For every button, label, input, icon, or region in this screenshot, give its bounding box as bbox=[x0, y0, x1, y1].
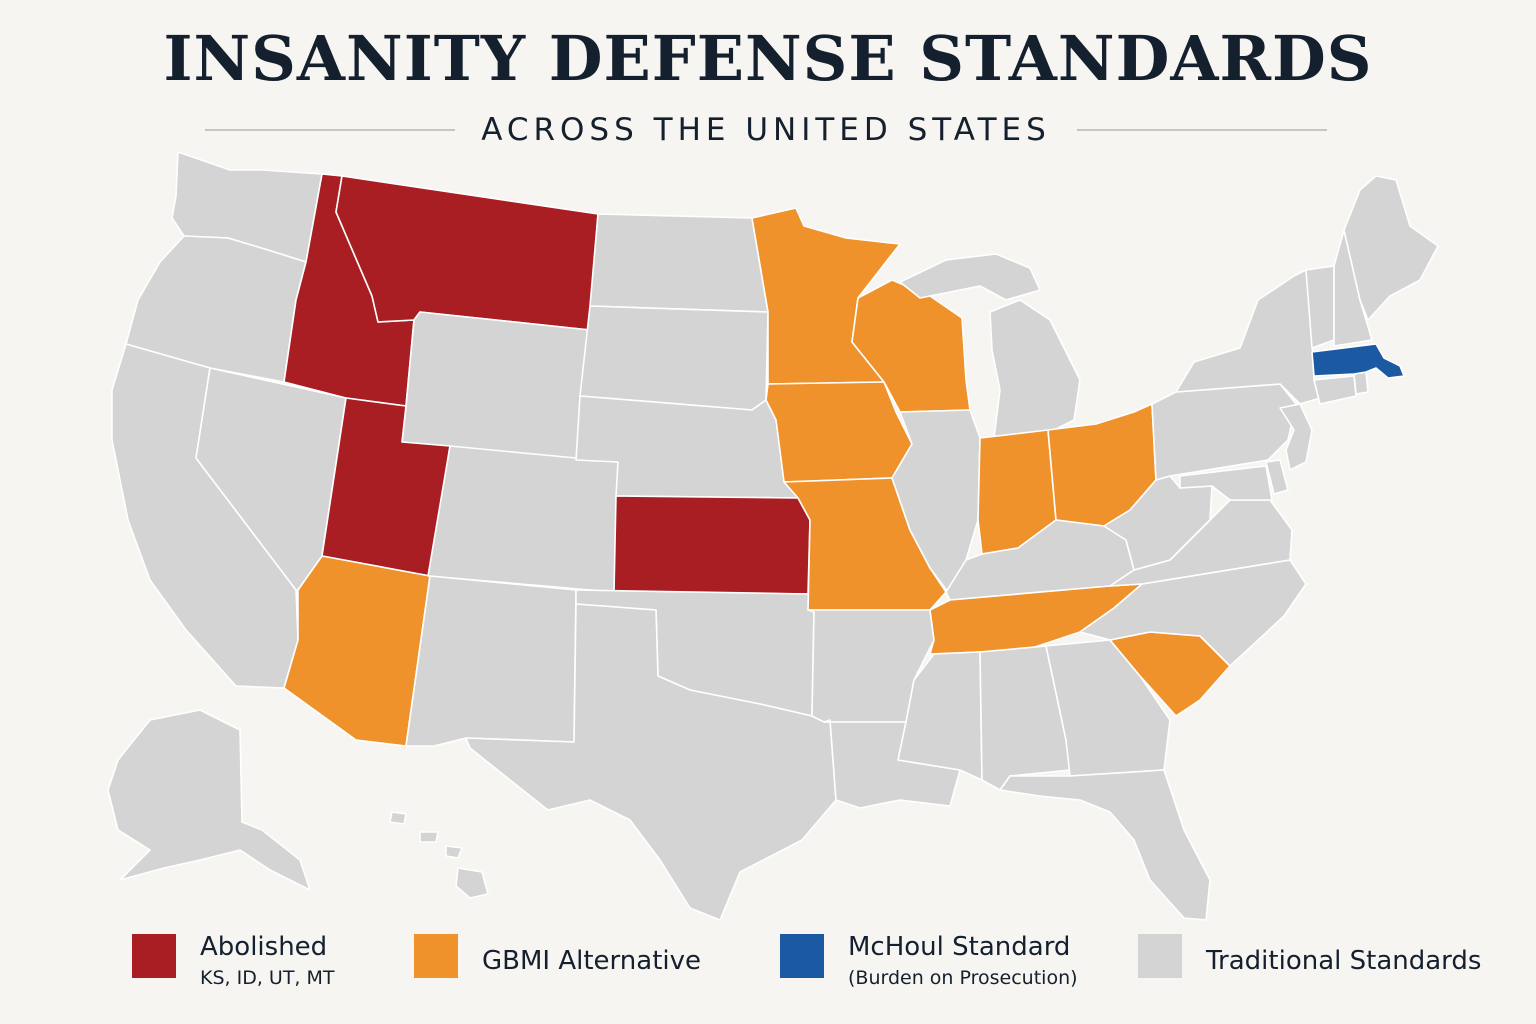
state-rhode-island[interactable] bbox=[1353, 371, 1369, 395]
state-wyoming[interactable] bbox=[401, 311, 591, 461]
state-delaware[interactable] bbox=[1265, 459, 1289, 495]
legend-label-gbmi: GBMI Alternative bbox=[482, 946, 701, 976]
state-texas[interactable] bbox=[465, 603, 837, 921]
subtitle-rule-right bbox=[1076, 129, 1327, 131]
state-florida[interactable] bbox=[999, 769, 1211, 921]
legend-label-abolished: Abolished bbox=[200, 932, 328, 962]
legend-swatch-abolished bbox=[132, 934, 176, 978]
state-new-jersey[interactable] bbox=[1279, 403, 1313, 471]
state-new-york[interactable] bbox=[1175, 269, 1321, 405]
state-colorado[interactable] bbox=[427, 445, 619, 593]
subtitle-rule-left bbox=[205, 129, 456, 131]
subtitle-row: ACROSS THE UNITED STATES bbox=[205, 108, 1327, 152]
state-massachusetts[interactable] bbox=[1311, 343, 1405, 379]
legend-item-traditional: Traditional Standards bbox=[1138, 930, 1481, 978]
legend-sublabel-mchoul: (Burden on Prosecution) bbox=[848, 967, 1078, 989]
state-connecticut[interactable] bbox=[1313, 375, 1357, 405]
legend-swatch-traditional bbox=[1138, 934, 1182, 978]
state-alaska[interactable] bbox=[107, 709, 311, 891]
state-new-hampshire[interactable] bbox=[1333, 229, 1373, 347]
map-subtitle: ACROSS THE UNITED STATES bbox=[481, 112, 1051, 148]
legend-item-mchoul: McHoul Standard (Burden on Prosecution) bbox=[780, 930, 1078, 992]
state-iowa[interactable] bbox=[765, 381, 913, 483]
legend-item-gbmi: GBMI Alternative bbox=[414, 930, 701, 978]
state-montana[interactable] bbox=[335, 175, 599, 331]
legend-swatch-mchoul bbox=[780, 934, 824, 978]
legend-label-mchoul: McHoul Standard bbox=[848, 932, 1071, 962]
legend-swatch-gbmi bbox=[414, 934, 458, 978]
state-hawaii[interactable] bbox=[389, 811, 489, 899]
state-new-mexico[interactable] bbox=[405, 575, 577, 747]
legend-label-traditional: Traditional Standards bbox=[1206, 946, 1482, 976]
state-maine[interactable] bbox=[1343, 175, 1439, 321]
state-maryland[interactable] bbox=[1179, 465, 1273, 501]
state-south-dakota[interactable] bbox=[579, 305, 769, 411]
state-north-dakota[interactable] bbox=[589, 213, 769, 313]
state-kansas[interactable] bbox=[613, 495, 811, 595]
legend-sublabel-abolished: KS, ID, UT, MT bbox=[200, 967, 335, 989]
state-michigan[interactable] bbox=[899, 253, 1081, 439]
map-title: INSANITY DEFENSE STANDARDS bbox=[163, 22, 1373, 95]
legend-item-abolished: Abolished KS, ID, UT, MT bbox=[132, 930, 335, 992]
state-north-carolina[interactable] bbox=[1079, 559, 1307, 667]
state-arizona[interactable] bbox=[283, 555, 431, 747]
legend: Abolished KS, ID, UT, MT GBMI Alternativ… bbox=[0, 930, 1536, 1000]
